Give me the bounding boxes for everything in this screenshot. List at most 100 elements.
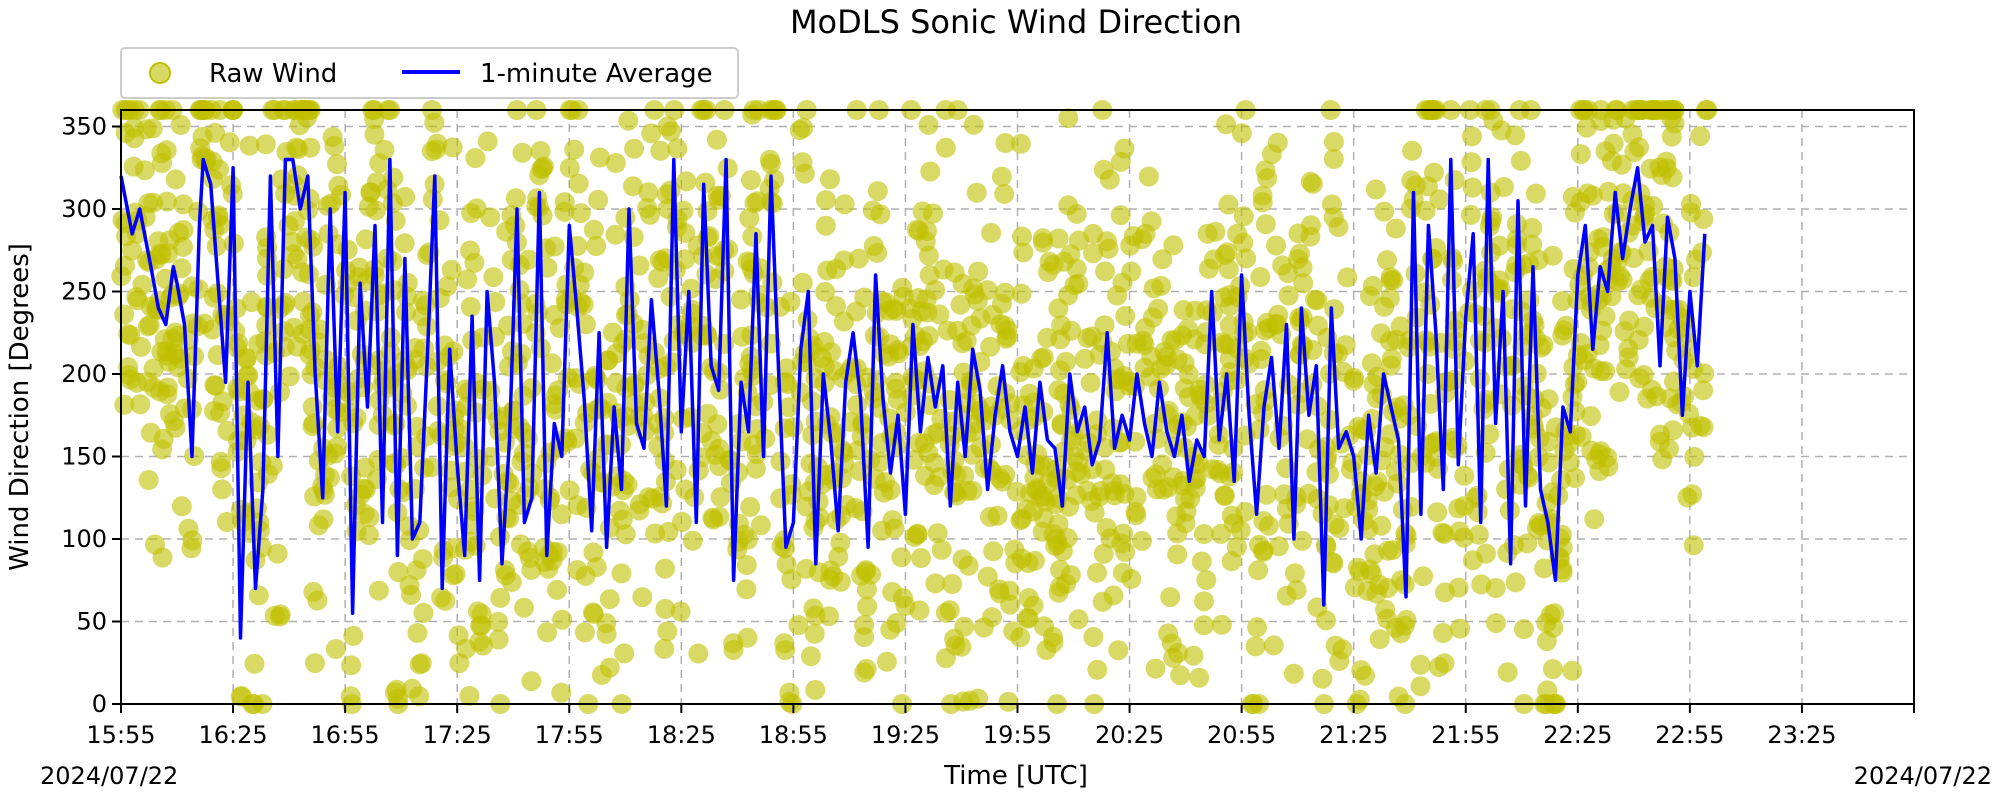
raw-wind-point — [1682, 484, 1703, 505]
raw-wind-point — [1297, 429, 1318, 450]
raw-wind-point — [1603, 133, 1624, 154]
x-tick-label: 20:55 — [1207, 721, 1276, 749]
raw-wind-point — [1142, 307, 1163, 328]
raw-wind-point — [588, 189, 609, 210]
raw-wind-point — [1555, 420, 1576, 441]
raw-wind-point — [255, 134, 276, 155]
raw-wind-point — [695, 172, 716, 193]
raw-wind-point — [517, 541, 538, 562]
raw-wind-point — [856, 658, 877, 679]
raw-wind-point — [638, 182, 659, 203]
raw-wind-point — [1132, 530, 1152, 551]
raw-wind-point — [1283, 663, 1304, 684]
raw-wind-point — [1134, 334, 1155, 355]
raw-wind-point — [1011, 283, 1032, 304]
raw-wind-point — [874, 344, 895, 364]
raw-wind-point — [1598, 456, 1619, 477]
raw-wind-point — [1087, 410, 1108, 431]
raw-wind-point — [1567, 345, 1588, 366]
raw-wind-point — [1066, 461, 1087, 482]
raw-wind-point — [737, 627, 758, 648]
raw-wind-point — [953, 362, 974, 383]
raw-wind-point — [586, 236, 607, 256]
raw-wind-point — [249, 416, 270, 437]
raw-wind-point — [599, 657, 620, 678]
raw-wind-point — [1093, 543, 1114, 564]
raw-wind-point — [143, 358, 164, 379]
raw-wind-point — [219, 132, 240, 153]
raw-wind-point — [275, 292, 296, 313]
raw-wind-point — [1095, 261, 1116, 282]
raw-wind-point — [512, 142, 533, 163]
raw-wind-point — [1219, 466, 1240, 487]
raw-wind-point — [1013, 242, 1034, 263]
raw-wind-point — [1570, 144, 1591, 165]
raw-wind-point — [1289, 307, 1310, 328]
raw-wind-point — [851, 565, 871, 586]
raw-wind-point — [380, 341, 401, 362]
raw-wind-point — [615, 524, 636, 545]
raw-wind-point — [485, 326, 505, 347]
raw-wind-point — [1087, 659, 1108, 680]
raw-wind-point — [1031, 348, 1052, 369]
y-tick-label: 250 — [61, 278, 107, 306]
raw-wind-point — [1371, 323, 1392, 344]
raw-wind-point — [443, 565, 464, 586]
raw-wind-point — [1185, 478, 1206, 498]
raw-wind-point — [1196, 570, 1217, 590]
raw-wind-point — [609, 500, 630, 521]
raw-wind-point — [459, 685, 480, 706]
chart-title: MoDLS Sonic Wind Direction — [790, 3, 1242, 41]
raw-wind-point — [1191, 551, 1212, 572]
raw-wind-point — [1462, 550, 1483, 571]
raw-wind-point — [937, 320, 958, 341]
raw-wind-point — [1245, 636, 1266, 657]
raw-wind-point — [1513, 619, 1534, 640]
raw-wind-point — [703, 509, 724, 530]
raw-wind-point — [924, 475, 945, 496]
raw-wind-point — [987, 376, 1008, 397]
raw-wind-point — [537, 622, 558, 643]
raw-wind-point — [1175, 513, 1196, 534]
raw-wind-point — [1642, 266, 1663, 287]
raw-wind-point — [1469, 368, 1490, 389]
raw-wind-point — [1683, 267, 1704, 288]
raw-wind-point — [173, 194, 194, 215]
raw-wind-point — [750, 515, 771, 536]
raw-wind-point — [140, 422, 161, 443]
raw-wind-point — [599, 589, 620, 610]
raw-wind-point — [302, 397, 323, 417]
raw-wind-point — [1486, 613, 1506, 634]
raw-wind-point — [1565, 468, 1585, 488]
raw-wind-point — [788, 615, 809, 636]
raw-wind-point — [1405, 175, 1426, 196]
raw-wind-point — [1684, 446, 1705, 467]
raw-wind-point — [867, 242, 888, 263]
raw-wind-point — [1619, 310, 1640, 331]
raw-wind-point — [1449, 521, 1470, 542]
raw-wind-point — [1542, 245, 1563, 266]
raw-wind-point — [1584, 509, 1605, 530]
raw-wind-point — [944, 628, 965, 649]
raw-wind-point — [781, 569, 802, 590]
raw-wind-point — [1110, 205, 1131, 226]
raw-wind-point — [1355, 665, 1375, 686]
raw-wind-point — [893, 286, 914, 307]
raw-wind-point — [599, 517, 620, 538]
raw-wind-point — [1257, 168, 1278, 189]
raw-wind-point — [1646, 386, 1667, 407]
raw-wind-point — [741, 170, 761, 190]
raw-wind-point — [1448, 498, 1469, 519]
raw-wind-point — [676, 171, 697, 192]
raw-wind-point — [1400, 496, 1421, 517]
raw-wind-point — [416, 426, 437, 447]
raw-wind-point — [1482, 207, 1502, 228]
raw-wind-point — [723, 640, 744, 660]
raw-wind-point — [441, 259, 462, 280]
raw-wind-point — [472, 379, 493, 400]
raw-wind-point — [657, 116, 678, 137]
raw-wind-point — [770, 451, 791, 472]
raw-wind-point — [165, 169, 186, 190]
raw-wind-point — [605, 224, 626, 245]
